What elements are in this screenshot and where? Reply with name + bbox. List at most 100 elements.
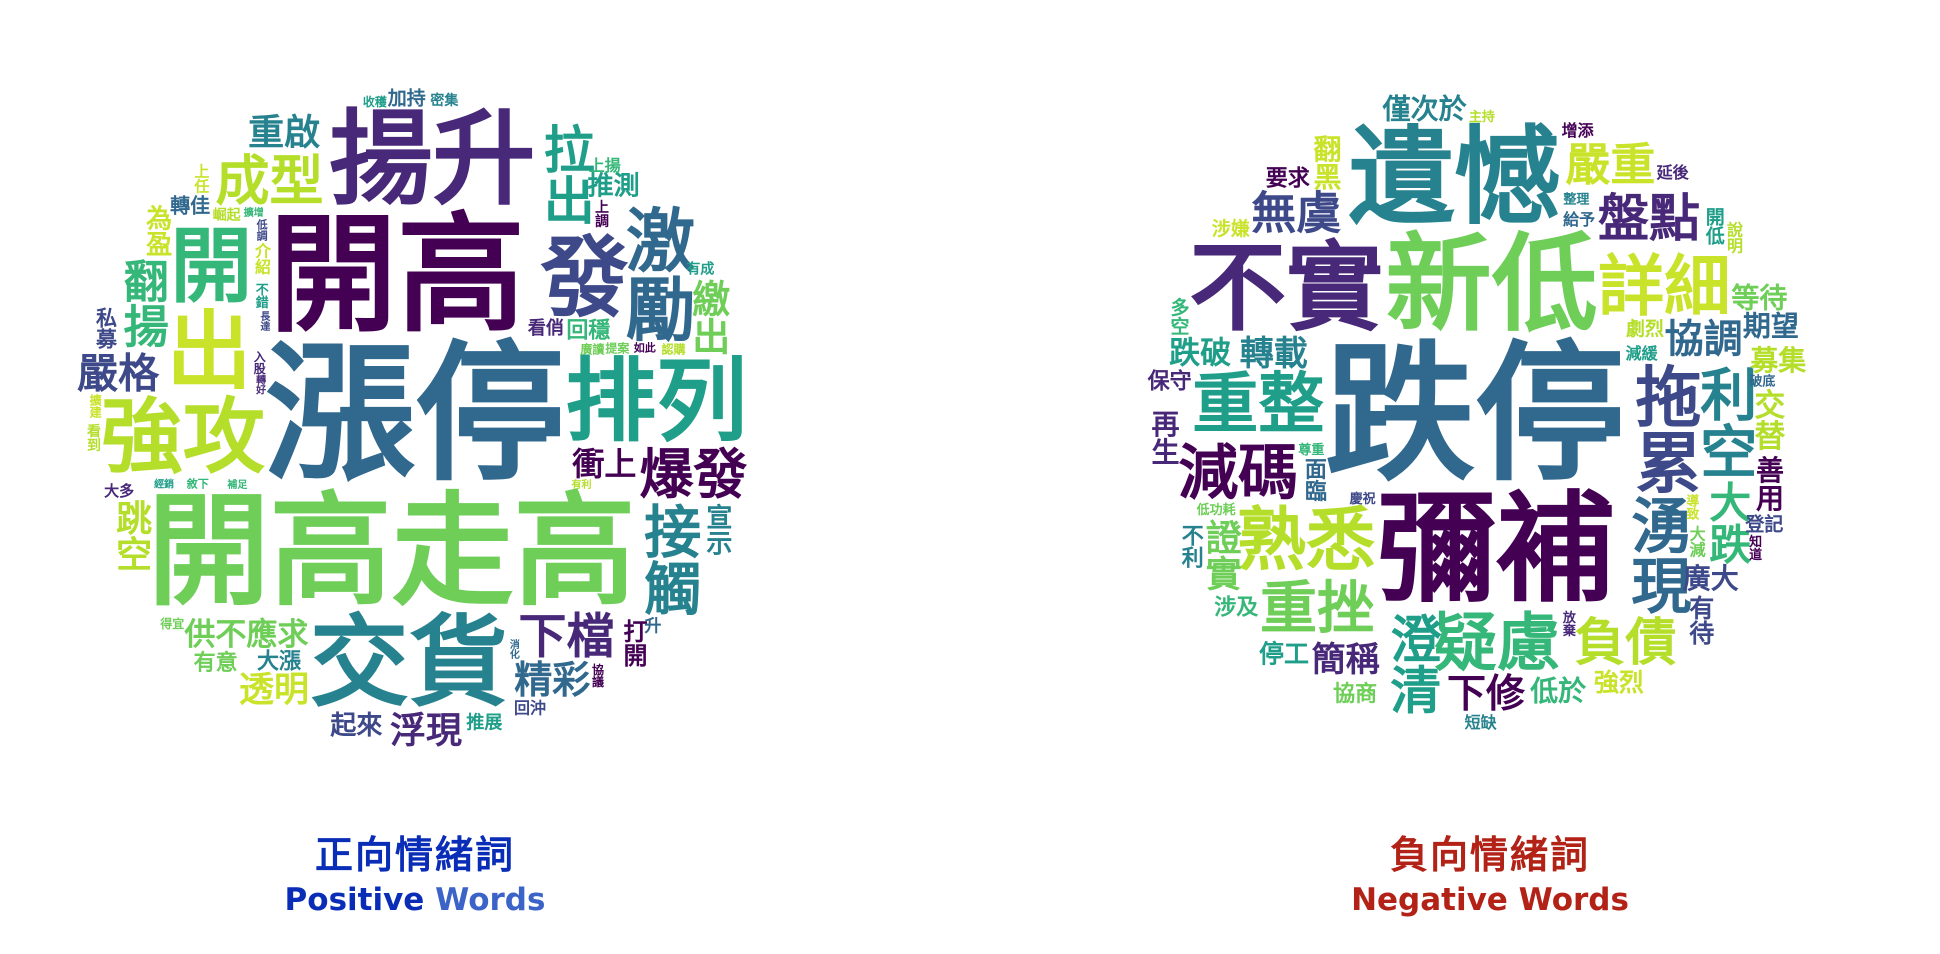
negative-word-47: 登記 — [1744, 513, 1783, 536]
positive-word-38: 介紹 — [252, 242, 272, 276]
negative-word-17: 無虞 — [1251, 187, 1341, 240]
positive-word-3: 交貨 — [310, 606, 508, 721]
negative-word-31: 善用 — [1752, 455, 1785, 512]
negative-word-9: 疑慮 — [1434, 606, 1560, 679]
negative-caption: 負向情緒詞 Negative Words — [1240, 830, 1740, 920]
positive-word-35: 崛起 — [213, 207, 242, 224]
negative-word-6: 重整 — [1192, 366, 1324, 443]
negative-word-40: 面臨 — [1301, 457, 1327, 501]
negative-word-25: 交替 — [1748, 388, 1785, 451]
negative-word-2: 新低 — [1386, 223, 1598, 346]
positive-word-66: 收穫 — [363, 94, 388, 109]
positive-word-36: 推展 — [466, 711, 503, 733]
positive-word-41: 上調 — [593, 200, 609, 229]
negative-word-46: 開低 — [1703, 206, 1726, 245]
positive-word-69: 擴增 — [244, 206, 264, 219]
positive-word-6: 排列 — [565, 349, 747, 454]
negative-word-12: 重挫 — [1260, 576, 1374, 642]
negative-word-3: 遺憾 — [1348, 116, 1560, 239]
negative-word-27: 廣大 — [1683, 562, 1739, 595]
negative-word-50: 給予 — [1563, 210, 1595, 229]
negative-word-0: 跌停 — [1325, 328, 1625, 502]
positive-word-58: 擴建 — [88, 393, 102, 419]
negative-word-10: 湧現 — [1621, 495, 1691, 615]
positive-word-56: 經銷 — [154, 478, 174, 491]
negative-word-41: 要求 — [1266, 167, 1310, 192]
negative-word-7: 拖累 — [1625, 362, 1702, 494]
negative-word-13: 利空 — [1691, 365, 1758, 479]
negative-word-30: 期望 — [1743, 309, 1799, 342]
negative-word-58: 導致 — [1683, 494, 1699, 522]
positive-word-49: 敘下 — [186, 477, 209, 491]
positive-word-4: 揚升 — [330, 100, 536, 220]
positive-word-54: 入股 — [252, 350, 266, 375]
negative-word-59: 尊重 — [1298, 442, 1324, 458]
negative-word-16: 澄清 — [1381, 613, 1442, 715]
negative-word-cloud: 跌停 彌補 新低 遺憾 不實 熟悉 重整 拖累 詳細 疑慮 湧現 減碼 重挫 利空 盤點 負債 澄清 無虞 嚴重 大跌… — [1115, 55, 1835, 775]
positive-word-47: 回沖 — [514, 699, 546, 718]
negative-word-23: 轉載 — [1240, 334, 1308, 374]
positive-word-29: 回穩 — [566, 318, 610, 343]
positive-word-59: 補足 — [226, 478, 248, 491]
positive-word-0: 漲停 — [265, 328, 565, 502]
positive-word-11: 爆發 — [639, 443, 747, 506]
negative-word-49: 多空 — [1168, 296, 1190, 335]
negative-word-22: 證實 — [1200, 518, 1242, 591]
positive-word-24: 浮現 — [390, 710, 462, 751]
positive-word-34: 看俏 — [527, 317, 564, 339]
positive-word-39: 上揚 — [589, 156, 621, 175]
positive-word-8: 出 — [166, 303, 251, 402]
positive-word-31: 打開 — [619, 618, 647, 668]
negative-word-32: 等待 — [1731, 281, 1787, 314]
positive-word-16: 拉出 — [534, 123, 594, 225]
positive-caption-en: Positive Words — [165, 880, 665, 920]
positive-word-46: 有成 — [686, 261, 714, 278]
negative-word-33: 僅次於 — [1382, 92, 1467, 125]
negative-caption-zh: 負向情緒詞 — [1389, 833, 1590, 877]
negative-word-37: 有待 — [1686, 595, 1715, 645]
positive-word-40: 加持 — [387, 87, 426, 110]
negative-word-51: 增添 — [1562, 121, 1595, 140]
positive-word-22: 繳出 — [686, 279, 730, 355]
negative-word-19: 大跌 — [1703, 480, 1752, 564]
positive-word-2: 開高走高 — [148, 481, 636, 623]
positive-word-50: 升 — [644, 617, 661, 637]
positive-word-32: 有意 — [194, 650, 238, 676]
positive-word-44: 大多 — [104, 482, 134, 500]
positive-caption-en-word2: Words — [435, 882, 546, 918]
positive-word-14: 下檔 — [518, 609, 614, 665]
negative-word-64: 放棄 — [1560, 610, 1577, 638]
negative-word-60: 破底 — [1749, 374, 1775, 390]
negative-word-57: 慶祝 — [1350, 491, 1376, 507]
negative-word-35: 募集 — [1749, 344, 1806, 377]
negative-word-8: 詳細 — [1598, 248, 1730, 325]
positive-word-cloud: 漲停 開高 開高走高 交貨 揚升 強攻 排列 發出開 激勵 爆發 供不應求 接觸 下檔 成型 拉出 嚴格 透明 翻… — [55, 55, 775, 775]
positive-word-37: 私募 — [93, 307, 118, 349]
negative-word-56: 減緩 — [1626, 344, 1659, 363]
positive-word-67: 長達 — [258, 311, 270, 332]
positive-word-48: 上任 — [192, 163, 210, 194]
positive-word-57: 低調 — [255, 218, 269, 242]
positive-caption-en-word1: Positive — [284, 882, 425, 918]
positive-word-1: 開高 — [269, 201, 525, 350]
negative-word-53: 短缺 — [1465, 713, 1498, 732]
positive-word-61: 協議 — [591, 662, 605, 688]
positive-word-33: 大漲 — [257, 649, 302, 674]
positive-word-52: 得宜 — [159, 616, 184, 631]
positive-word-43: 宣示 — [702, 503, 732, 556]
negative-word-4: 不實 — [1189, 231, 1383, 344]
positive-word-18: 透明 — [239, 670, 309, 710]
positive-word-9: 開 — [170, 220, 252, 315]
positive-caption-zh: 正向情緒詞 — [314, 833, 515, 877]
negative-word-1: 彌補 — [1377, 481, 1615, 619]
positive-word-19: 翻揚 — [116, 258, 169, 348]
negative-word-42: 協商 — [1333, 681, 1377, 707]
negative-word-36: 停工 — [1259, 639, 1309, 668]
negative-word-5: 熟悉 — [1237, 501, 1375, 581]
positive-word-23: 重啟 — [248, 112, 320, 153]
positive-word-15: 成型 — [215, 150, 323, 213]
positive-word-5: 強攻 — [101, 390, 266, 485]
negative-word-38: 強烈 — [1594, 668, 1644, 697]
